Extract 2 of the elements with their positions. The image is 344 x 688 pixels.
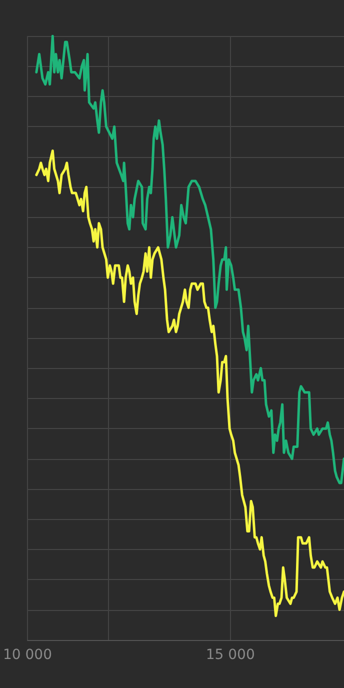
x-tick-label: 15 000 — [206, 647, 255, 663]
x-tick-label: 10 000 — [2, 647, 52, 663]
